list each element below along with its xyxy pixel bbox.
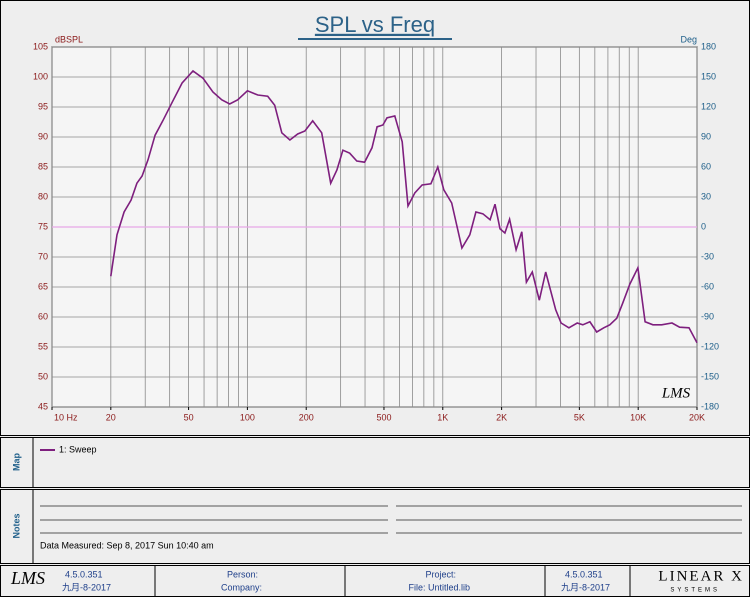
brand-sub: SYSTEMS [670, 588, 720, 594]
y2-tick-label: -180 [701, 401, 719, 411]
y2-tick-label: 60 [701, 161, 711, 171]
y-tick-label: 105 [33, 41, 48, 51]
footer [0, 565, 750, 597]
chart-title: SPL vs Freq [315, 12, 435, 37]
y2-tick-label: -120 [701, 341, 719, 351]
y2-tick-label: -150 [701, 371, 719, 381]
y-tick-label: 95 [38, 101, 48, 111]
person: Person: [227, 569, 258, 579]
y2-tick-label: -60 [701, 281, 714, 291]
x-tick-label: 200 [299, 412, 314, 422]
y-tick-label: 75 [38, 221, 48, 231]
y-tick-label: 90 [38, 131, 48, 141]
y2-tick-label: 180 [701, 41, 716, 51]
x-tick-label: 2K [496, 412, 507, 422]
date: 九月-8-2017 [561, 582, 610, 592]
map-panel [0, 437, 750, 488]
y2-tick-label: 150 [701, 71, 716, 81]
x-tick-label: 1K [437, 412, 448, 422]
series-line [110, 69, 698, 344]
version: 4.5.0.351 [65, 569, 103, 579]
y-axis-label: dBSPL [55, 34, 83, 44]
y-tick-label: 85 [38, 161, 48, 171]
footer-dividers [154, 565, 631, 597]
x-tick-label: 10K [630, 412, 646, 422]
y-tick-label: 80 [38, 191, 48, 201]
x-tick-label: 100 [240, 412, 255, 422]
x-tick-label: 20 [106, 412, 116, 422]
y2-tick-label: 90 [701, 131, 711, 141]
plot-logo: LMS [661, 385, 691, 401]
y2-tick-label: 30 [701, 191, 711, 201]
y2-tick-label: -30 [701, 251, 714, 261]
project: Project: [425, 569, 456, 579]
y-tick-label: 100 [33, 71, 48, 81]
x-tick-label: 5K [574, 412, 585, 422]
legend-label: 1: Sweep [59, 444, 97, 454]
notes-text: Data Measured: Sep 8, 2017 Sun 10:40 am [40, 540, 214, 550]
brand: LINEAR X [658, 568, 744, 584]
y-tick-label: 65 [38, 281, 48, 291]
y2-tick-label: -90 [701, 311, 714, 321]
x-tick-label: 50 [184, 412, 194, 422]
footer-logo: LMS [10, 568, 45, 588]
notes-label: Notes [11, 513, 21, 538]
notes-panel [0, 489, 750, 564]
company: Company: [221, 582, 262, 592]
x-tick-label: 20K [689, 412, 705, 422]
x-tick-label: 10 Hz [54, 412, 78, 422]
y-tick-label: 70 [38, 251, 48, 261]
notes-lines [40, 505, 742, 534]
y-tick-label: 50 [38, 371, 48, 381]
x-tick-label: 500 [376, 412, 391, 422]
date: 九月-8-2017 [62, 582, 111, 592]
y2-tick-label: 120 [701, 101, 716, 111]
y-tick-label: 45 [38, 401, 48, 411]
y-tick-label: 60 [38, 311, 48, 321]
y2-tick-label: 0 [701, 221, 706, 231]
y-tick-label: 55 [38, 341, 48, 351]
version: 4.5.0.351 [565, 569, 603, 579]
file: File: Untitled.lib [408, 582, 470, 592]
map-label: Map [11, 452, 21, 471]
y2-axis-label: Deg [680, 34, 697, 44]
